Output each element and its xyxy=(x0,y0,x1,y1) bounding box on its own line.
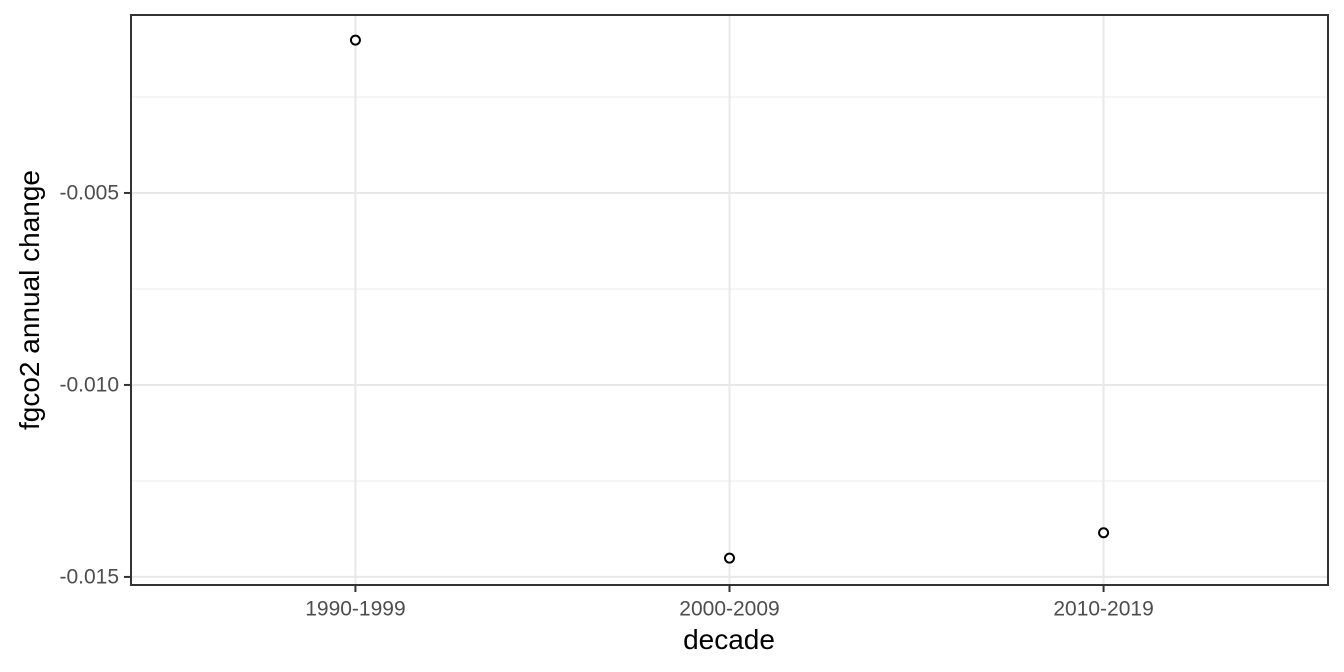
data-point xyxy=(724,552,735,564)
y-tick-label: -0.015 xyxy=(59,565,119,588)
y-tick-label: -0.010 xyxy=(59,373,119,396)
x-tick-label: 2000-2009 xyxy=(679,598,779,621)
data-point xyxy=(1098,527,1110,539)
panel-border xyxy=(130,14,1329,586)
x-tick-label: 1990-1999 xyxy=(305,598,405,621)
data-point xyxy=(349,34,361,46)
y-tick-label: -0.005 xyxy=(59,181,119,204)
x-tick-label: 2010-2019 xyxy=(1053,598,1153,621)
